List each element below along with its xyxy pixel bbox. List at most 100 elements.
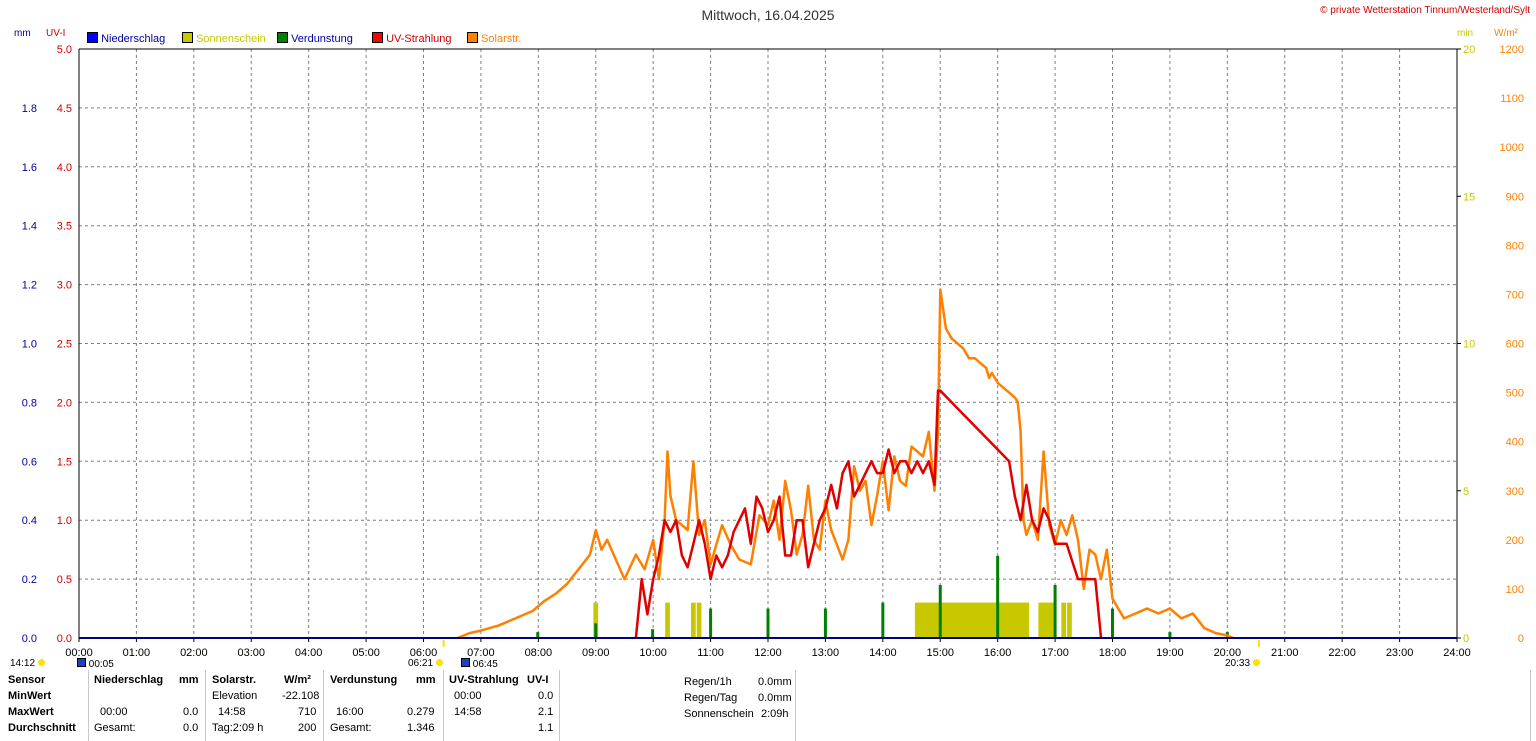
moon-time: 00:05 bbox=[77, 658, 114, 670]
x-tick-label: 14:00 bbox=[869, 647, 897, 659]
sun-icon bbox=[37, 659, 45, 666]
header-verdunstung: Verdunstung bbox=[330, 674, 398, 686]
sunshine-bar bbox=[696, 602, 702, 638]
wm2-tick-label: 1000 bbox=[1500, 142, 1524, 154]
chart-grid bbox=[79, 49, 1457, 638]
niederschlag-total-value: 0.0 bbox=[183, 722, 199, 734]
x-tick-label: 00:00 bbox=[65, 647, 93, 659]
wm2-tick-label: 800 bbox=[1506, 240, 1524, 252]
x-tick-label: 02:00 bbox=[180, 647, 208, 659]
wm2-tick-label: 600 bbox=[1506, 339, 1524, 351]
x-tick-label: 19:00 bbox=[1156, 647, 1184, 659]
wm2-tick-label: 900 bbox=[1506, 191, 1524, 203]
mm-tick-label: 1.2 bbox=[22, 280, 37, 292]
x-tick-label: 10:00 bbox=[639, 647, 667, 659]
legend-label: UV-Strahlung bbox=[386, 33, 452, 45]
chart-title: Mittwoch, 16.04.2025 bbox=[701, 7, 835, 23]
header-solar-unit: W/m² bbox=[284, 674, 311, 686]
moonrise-time: 14:12 bbox=[10, 658, 45, 669]
sunset-icon bbox=[1252, 659, 1260, 666]
axis-unit-mm: mm bbox=[14, 28, 31, 39]
uv-max-value: 2.1 bbox=[538, 706, 554, 718]
sunrise-time: 06:21 bbox=[408, 658, 443, 669]
sunshine-bar bbox=[1067, 602, 1072, 638]
wm2-tick-label: 200 bbox=[1506, 535, 1524, 547]
sunset-time: 20:33 bbox=[1225, 658, 1260, 669]
legend-label: Sonnenschein bbox=[196, 33, 266, 45]
solar-max-value: 710 bbox=[298, 706, 317, 718]
wm2-tick-label: 100 bbox=[1506, 584, 1524, 596]
uv-max-time: 14:58 bbox=[454, 706, 482, 718]
uv-tick-label: 3.5 bbox=[57, 221, 72, 233]
wm2-tick-label: 0 bbox=[1518, 633, 1524, 645]
legend-item-sonnenschein: Sonnenschein bbox=[182, 32, 266, 45]
min-tick-label: 10 bbox=[1463, 339, 1475, 351]
x-tick-label: 20:00 bbox=[1214, 647, 1242, 659]
header-solar: Solarstr. bbox=[212, 674, 257, 686]
table-divider bbox=[88, 670, 89, 741]
mm-tick-label: 0.2 bbox=[22, 574, 37, 586]
uv-tick-label: 1.0 bbox=[57, 515, 72, 527]
x-tick-label: 18:00 bbox=[1099, 647, 1127, 659]
uv-tick-label: 3.0 bbox=[57, 280, 72, 292]
sunshine-bar bbox=[690, 602, 696, 638]
solar-avg-value: 200 bbox=[298, 722, 317, 734]
table-divider bbox=[323, 670, 324, 741]
uv-tick-label: 2.5 bbox=[57, 339, 72, 351]
x-tick-label: 16:00 bbox=[984, 647, 1012, 659]
sunrise-label: 06:21 bbox=[408, 658, 434, 669]
legend-swatch bbox=[182, 32, 193, 43]
legend-item-niederschlag: Niederschlag bbox=[87, 32, 165, 45]
x-tick-label: 03:00 bbox=[237, 647, 265, 659]
mm-tick-label: 1.8 bbox=[22, 103, 37, 115]
solar-max-time: 14:58 bbox=[218, 706, 246, 718]
x-tick-label: 17:00 bbox=[1041, 647, 1069, 659]
x-tick-label: 15:00 bbox=[926, 647, 954, 659]
regen-1h-label: Regen/1h bbox=[684, 676, 732, 688]
solar-min-value: -22.108 bbox=[282, 690, 320, 702]
uv-tick-label: 2.0 bbox=[57, 397, 72, 409]
verdunstung-max-time: 16:00 bbox=[336, 706, 364, 718]
verdunstung-max-value: 0.279 bbox=[407, 706, 435, 718]
uv-series bbox=[634, 389, 1103, 639]
niederschlag-total-label: Gesamt: bbox=[94, 722, 136, 734]
row-durchschnitt: Durchschnitt bbox=[8, 722, 76, 734]
x-tick-label: 23:00 bbox=[1386, 647, 1414, 659]
tick-labels: 00:00 01:00 02:00 03:00 04:00 05:00 06:00 07:00… bbox=[22, 44, 1524, 659]
uv-tick-label: 0.5 bbox=[57, 574, 72, 586]
x-tick-label: 06:00 bbox=[410, 647, 438, 659]
wm2-tick-label: 1200 bbox=[1500, 44, 1524, 56]
uv-min-time: 00:00 bbox=[454, 690, 482, 702]
x-tick-label: 05:00 bbox=[352, 647, 380, 659]
table-divider bbox=[443, 670, 444, 741]
table-divider bbox=[1530, 670, 1531, 741]
legend-item-verdunstung: Verdunstung bbox=[277, 32, 353, 45]
axis-unit-min: min bbox=[1457, 28, 1474, 39]
sunshine-bar bbox=[665, 602, 670, 638]
regen-tag-value: 0.0mm bbox=[758, 692, 792, 704]
min-tick-label: 5 bbox=[1463, 486, 1469, 498]
x-tick-label: 04:00 bbox=[295, 647, 323, 659]
legend-item-solar: Solarstr. bbox=[467, 32, 521, 45]
niederschlag-max-time: 00:00 bbox=[100, 706, 128, 718]
uv-tick-label: 4.0 bbox=[57, 162, 72, 174]
legend-label: Solarstr. bbox=[481, 33, 522, 45]
min-tick-label: 0 bbox=[1463, 633, 1469, 645]
mm-tick-label: 1.0 bbox=[22, 339, 37, 351]
axis-unit-wm2: W/m² bbox=[1494, 28, 1518, 39]
table-divider bbox=[205, 670, 206, 741]
sunshine-bar bbox=[917, 602, 1030, 638]
sonnenschein-value: 2:09h bbox=[761, 708, 789, 720]
header-sensor: Sensor bbox=[8, 674, 46, 686]
sunset-label: 20:33 bbox=[1225, 658, 1251, 669]
moon-icon bbox=[77, 658, 86, 667]
uv-min-value: 0.0 bbox=[538, 690, 554, 702]
moon-time2-label: 06:45 bbox=[472, 659, 498, 670]
solar-avg-label: Tag:2:09 h bbox=[212, 722, 264, 734]
x-tick-label: 11:00 bbox=[697, 647, 724, 659]
x-tick-label: 08:00 bbox=[525, 647, 553, 659]
uv-tick-label: 1.5 bbox=[57, 456, 72, 468]
x-tick-label: 12:00 bbox=[754, 647, 782, 659]
min-tick-label: 20 bbox=[1463, 44, 1475, 56]
